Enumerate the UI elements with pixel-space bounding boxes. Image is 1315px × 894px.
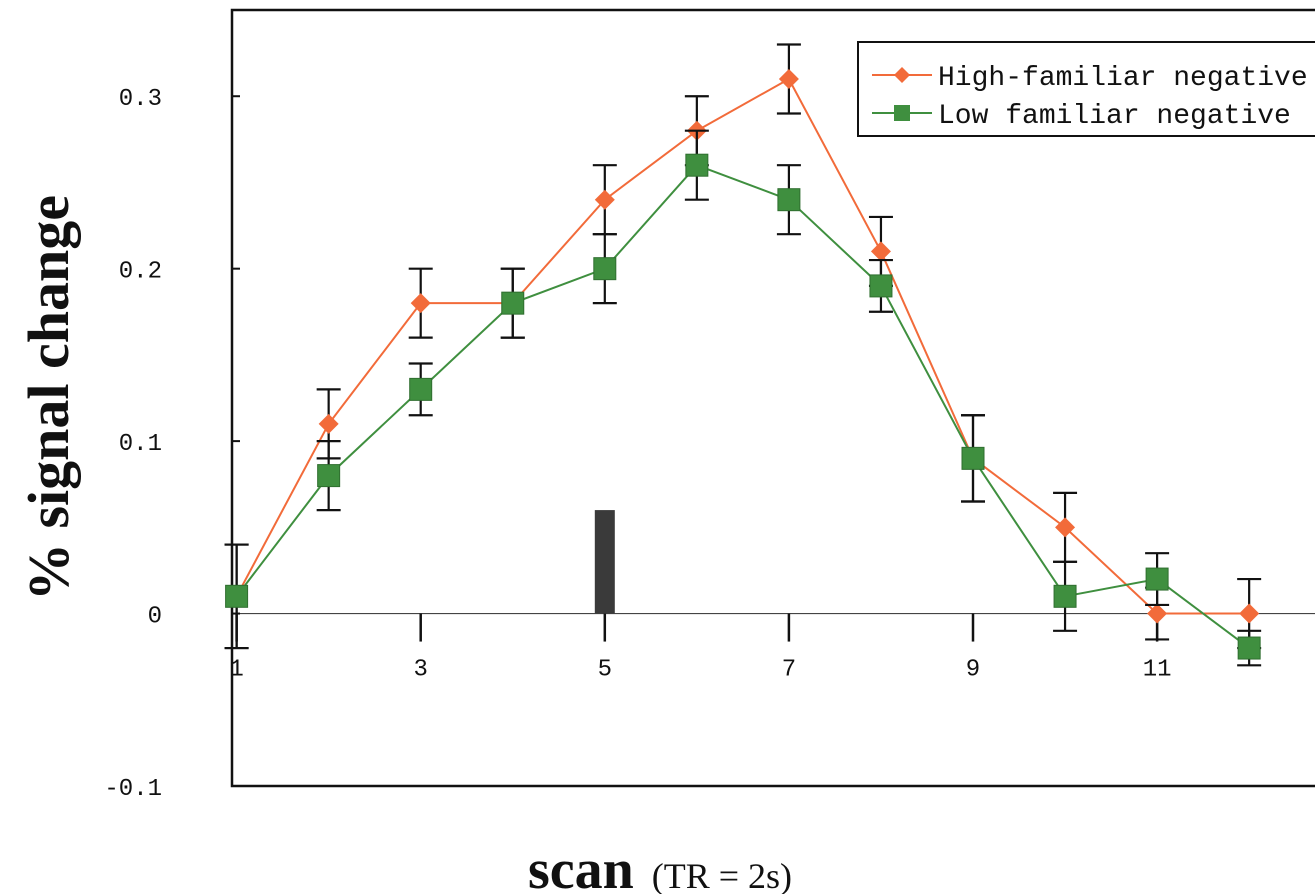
series-2 <box>224 129 1262 667</box>
x-axis-label: scan (TR = 2s) <box>528 839 792 894</box>
x-tick-label: 9 <box>966 657 980 684</box>
data-point <box>778 68 799 89</box>
legend-label: High-familiar negative <box>938 63 1308 94</box>
x-axis-label-main: scan <box>528 839 634 894</box>
legend-box <box>857 41 1315 137</box>
y-axis-label: % signal change <box>16 195 81 601</box>
data-point <box>1237 636 1261 660</box>
data-point <box>317 464 341 488</box>
data-point <box>410 293 431 314</box>
data-point <box>870 241 891 262</box>
x-tick-label: 11 <box>1143 657 1172 684</box>
axes-layer: 1 3 5 7 9 11 -0.1 0 0.1 0.2 0.3 <box>104 86 1315 803</box>
legend-marker <box>894 67 910 83</box>
data-point <box>1147 603 1168 624</box>
y-tick-label: 0 <box>148 604 162 631</box>
data-point <box>409 377 433 401</box>
data-point <box>1053 584 1077 608</box>
x-tick-label: 7 <box>782 657 796 684</box>
series-line <box>235 77 1250 615</box>
stimulus-layer <box>594 510 615 614</box>
data-point <box>1145 567 1169 591</box>
x-tick-label: 1 <box>229 657 243 684</box>
data-point <box>501 291 525 315</box>
x-tick-label: 3 <box>413 657 427 684</box>
y-tick-label: 0.1 <box>119 431 162 458</box>
legend-item: Low familiar negative <box>872 101 1291 132</box>
legend: High-familiar negative Low familiar negat… <box>857 41 1315 137</box>
legend-marker <box>894 105 910 121</box>
plot-frame <box>230 8 1315 788</box>
series-line <box>235 164 1250 649</box>
x-axis-label-suffix: (TR = 2s) <box>652 856 792 894</box>
y-tick-label: 0.2 <box>119 259 162 286</box>
data-point <box>869 274 893 298</box>
data-point <box>685 153 709 177</box>
legend-label: Low familiar negative <box>938 101 1291 132</box>
data-point <box>225 584 249 608</box>
data-point <box>594 189 615 210</box>
data-point <box>318 413 339 434</box>
data-point <box>1239 603 1260 624</box>
stimulus-bar <box>594 510 615 614</box>
legend-items: High-familiar negative Low familiar negat… <box>872 63 1308 132</box>
y-tick-label: 0.3 <box>119 86 162 113</box>
y-tick-label: -0.1 <box>104 776 162 803</box>
data-point <box>1055 517 1076 538</box>
x-tick-label: 5 <box>598 657 612 684</box>
data-point <box>593 257 617 281</box>
series-layer <box>224 43 1262 667</box>
data-point <box>961 446 985 470</box>
legend-item: High-familiar negative <box>872 63 1308 94</box>
data-point <box>777 188 801 212</box>
